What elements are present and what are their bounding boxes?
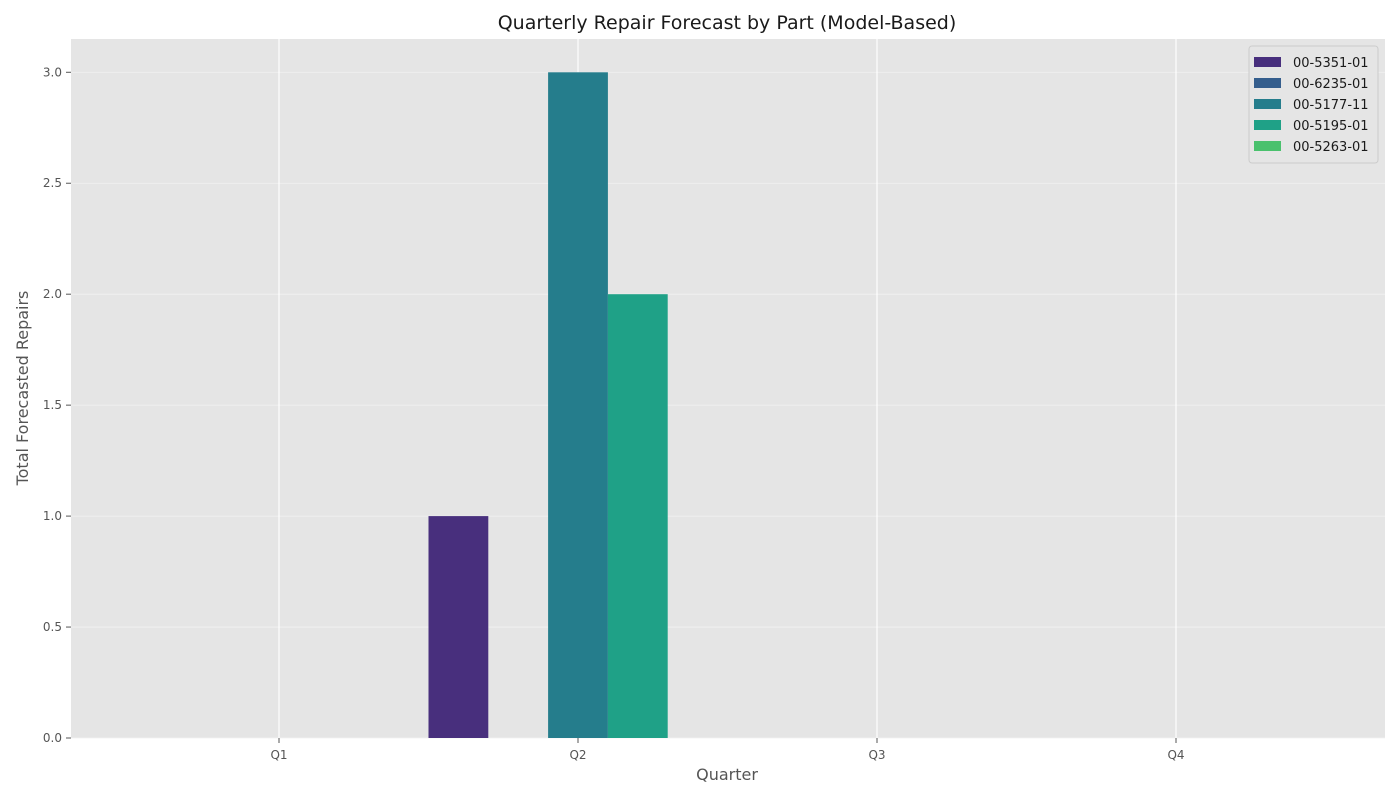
x-tick-label: Q1 [270,748,287,762]
x-axis-ticks: Q1 Q2 Q3 Q4 [270,738,1185,762]
legend-box [1248,45,1379,164]
legend-swatch [1254,120,1281,130]
legend-label: 00-5263-01 [1293,140,1369,155]
bar-00-5195-01-Q2 [607,294,668,738]
chart-title: Quarterly Repair Forecast by Part (Model… [498,12,957,34]
bars [428,72,668,739]
y-tick-label: 0.0 [43,731,62,745]
x-axis-label: Quarter [696,765,758,784]
legend-label: 00-5195-01 [1293,119,1369,134]
legend-label: 00-5351-01 [1293,56,1369,71]
y-tick-label: 3.0 [43,65,62,79]
legend-label: 00-6235-01 [1293,77,1369,92]
y-axis-label: Total Forecasted Repairs [13,291,32,487]
y-axis-ticks: 0.0 0.5 1.0 1.5 2.0 2.5 3.0 [43,65,71,745]
y-tick-label: 1.5 [43,398,62,412]
bar-00-5177-11-Q2 [548,72,608,739]
x-tick-label: Q2 [569,748,586,762]
y-tick-label: 2.5 [43,176,62,190]
x-tick-label: Q4 [1167,748,1184,762]
x-tick-label: Q3 [868,748,885,762]
bar-00-5351-01-Q2 [428,516,489,738]
legend-swatch [1254,99,1281,109]
plot-area [71,39,1385,738]
y-tick-label: 2.0 [43,287,62,301]
y-tick-label: 0.5 [43,620,62,634]
y-tick-label: 1.0 [43,509,62,523]
legend-swatch [1254,141,1281,151]
legend-swatch [1254,57,1281,67]
legend: 00-5351-01 00-6235-01 00-5177-11 00-5195-01… [1248,45,1379,164]
legend-label: 00-5177-11 [1293,98,1369,113]
legend-swatch [1254,78,1281,88]
